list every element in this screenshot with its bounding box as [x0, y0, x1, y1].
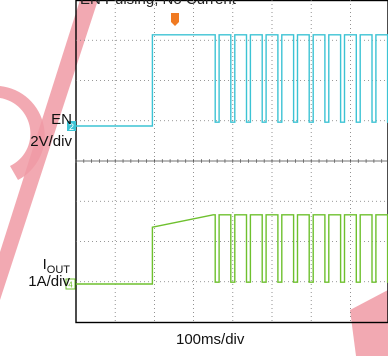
en-channel-marker [67, 121, 76, 131]
en-channel-label: EN [51, 111, 72, 128]
iout-label-subscript: OUT [46, 264, 70, 276]
timebase-label: 100ms/div [176, 331, 245, 348]
iout-channel-marker [65, 278, 76, 290]
page-title: EN Pulsing, No Current [80, 0, 388, 11]
iout-label-main: I [42, 256, 47, 273]
iout-trace [76, 214, 388, 285]
plot-markers: 24 [65, 13, 179, 290]
en-channel-scale: 2V/div [30, 133, 72, 150]
plot-traces [76, 34, 388, 285]
iout-channel-marker-number: 4 [68, 281, 73, 290]
en-trace [76, 34, 388, 127]
iout-channel-scale: 1A/div [28, 273, 70, 290]
en-channel-marker-number: 2 [69, 122, 74, 132]
trigger-marker [171, 13, 179, 26]
iout-channel-label: IOUT [10, 256, 70, 276]
plot-grid [75, 0, 388, 324]
watermark-stripe-left [0, 0, 98, 300]
